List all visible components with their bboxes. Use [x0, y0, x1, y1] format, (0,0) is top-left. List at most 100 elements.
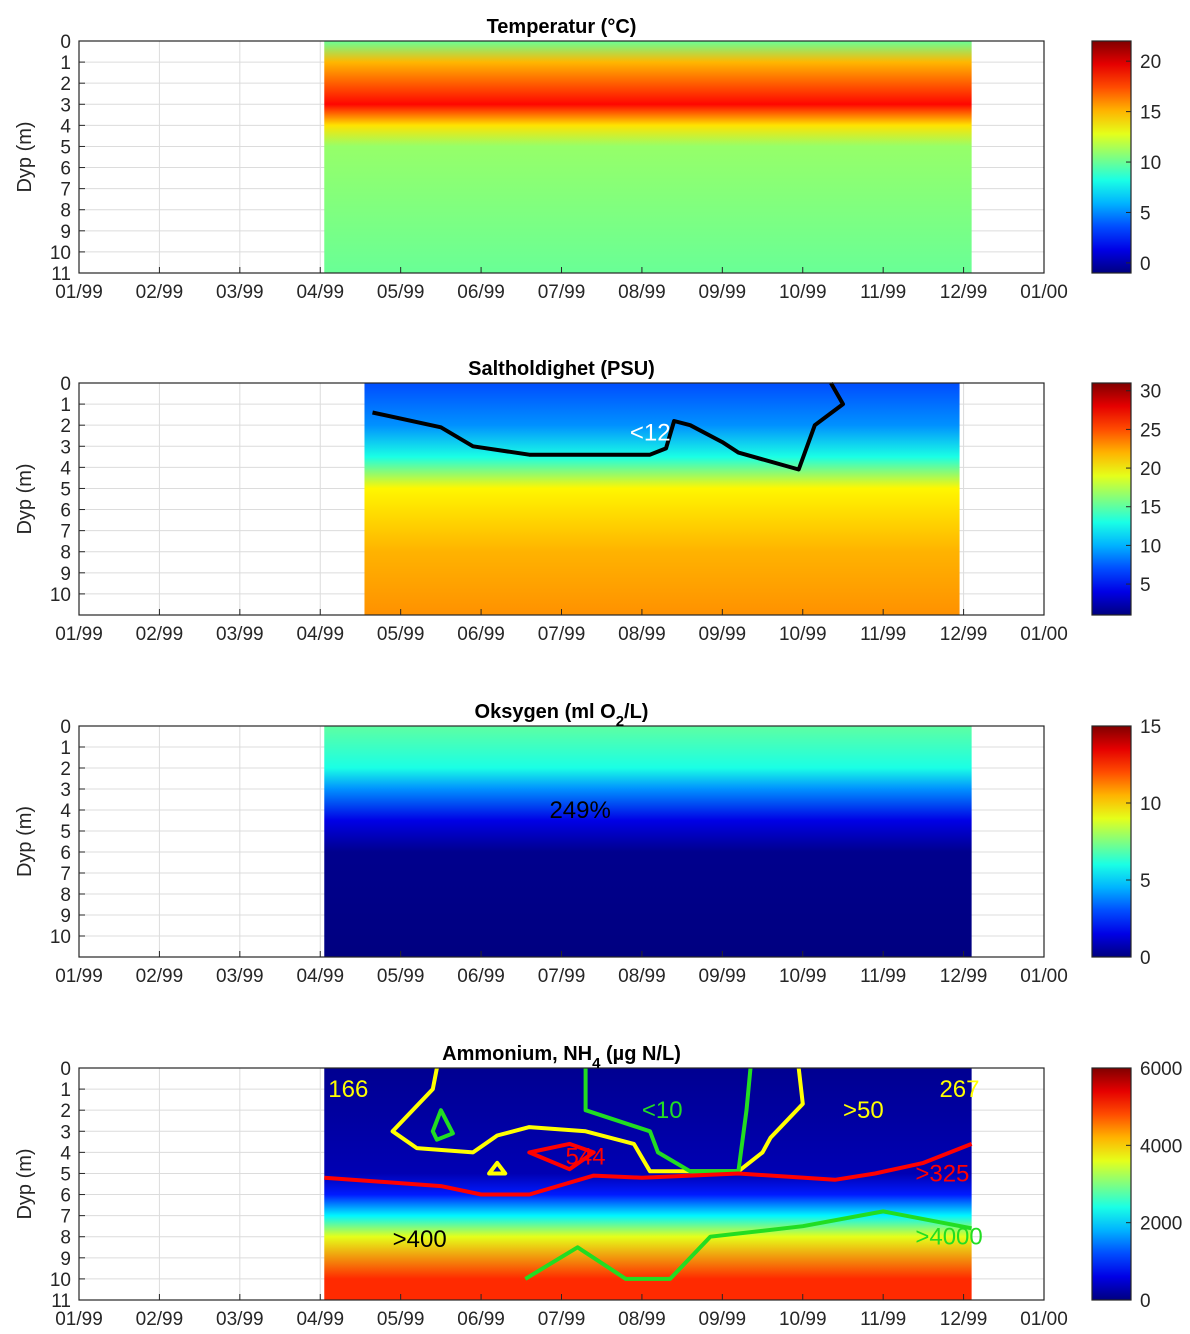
colorbar-tick-label: 6000	[1140, 1059, 1182, 1080]
annotation: <10	[642, 1097, 683, 1124]
contour-6	[524, 1209, 972, 1281]
colorbar-tick-label: 15	[1140, 717, 1161, 738]
x-tick-label: 12/99	[940, 966, 988, 987]
annotation: <12	[630, 420, 671, 447]
y-tick-label: 9	[60, 1249, 71, 1270]
data-field	[324, 726, 972, 957]
colorbar-tick-label: 2000	[1140, 1214, 1182, 1235]
y-tick-label: 9	[60, 222, 71, 243]
x-tick-label: 11/99	[860, 624, 906, 645]
colorbar-tick-label: 0	[1140, 254, 1151, 275]
contour-7	[487, 1160, 508, 1176]
x-tick-label: 04/99	[296, 1309, 344, 1330]
contour-2	[583, 1067, 753, 1174]
x-tick-label: 07/99	[538, 624, 586, 645]
x-tick-label: 03/99	[216, 966, 264, 987]
x-tick-label: 01/99	[55, 624, 103, 645]
y-tick-label: 5	[60, 479, 71, 500]
colorbar-tick-label: 0	[1140, 948, 1151, 969]
annotation: 544	[566, 1144, 606, 1171]
y-tick-label: 5	[60, 822, 71, 843]
colorbar	[1091, 1067, 1132, 1301]
x-tick-label: 04/99	[296, 282, 344, 303]
y-tick-label: 8	[60, 885, 71, 906]
title-main: Ammonium, NH	[442, 1043, 592, 1065]
y-tick-label: 6	[60, 501, 71, 522]
x-tick-label: 12/99	[940, 624, 988, 645]
data-field	[364, 383, 960, 615]
x-tick-label: 02/99	[136, 624, 184, 645]
y-axis-label: Dyp (m)	[14, 463, 36, 534]
x-tick-label: 11/99	[860, 282, 906, 303]
title-subscript: 4	[592, 1055, 601, 1072]
y-tick-label: 1	[60, 1080, 71, 1101]
colorbar	[1091, 40, 1132, 274]
x-tick-label: 09/99	[699, 1309, 747, 1330]
annotation: 166	[328, 1076, 368, 1103]
y-tick-label: 0	[60, 717, 71, 738]
y-tick-label: 6	[60, 1186, 71, 1207]
y-tick-label: 11	[51, 264, 71, 285]
x-tick-label: 08/99	[618, 966, 666, 987]
y-tick-label: 2	[60, 759, 71, 780]
panel-title: Temperatur (°C)	[487, 16, 637, 38]
y-tick-label: 0	[60, 374, 71, 395]
x-tick-label: 02/99	[136, 282, 184, 303]
title-suffix: /L)	[624, 701, 648, 723]
x-tick-label: 08/99	[618, 624, 666, 645]
y-tick-label: 5	[60, 137, 71, 158]
x-tick-label: 05/99	[377, 966, 425, 987]
title-main: Saltholdighet (PSU)	[468, 358, 655, 380]
colorbar-tick-label: 10	[1140, 536, 1161, 557]
y-tick-label: 6	[60, 843, 71, 864]
y-tick-label: 1	[60, 53, 71, 74]
y-tick-label: 8	[60, 543, 71, 564]
x-tick-label: 12/99	[940, 1309, 988, 1330]
y-tick-label: 0	[60, 32, 71, 53]
x-tick-label: 08/99	[618, 282, 666, 303]
y-tick-label: 3	[60, 780, 71, 801]
title-main: Temperatur (°C)	[487, 16, 637, 38]
colorbar-tick-label: 25	[1140, 420, 1161, 441]
x-tick-label: 04/99	[296, 966, 344, 987]
annotation: >50	[843, 1097, 884, 1124]
data-field	[324, 41, 972, 273]
x-tick-label: 05/99	[377, 1309, 425, 1330]
contour-4	[324, 1142, 973, 1197]
x-tick-label: 03/99	[216, 282, 264, 303]
y-tick-label: 10	[50, 243, 71, 264]
y-tick-label: 7	[60, 1207, 71, 1228]
x-tick-label: 05/99	[377, 282, 425, 303]
y-tick-label: 10	[50, 1270, 71, 1291]
y-tick-label: 9	[60, 906, 71, 927]
title-suffix: (µg N/L)	[600, 1043, 680, 1065]
x-tick-label: 06/99	[457, 1309, 505, 1330]
y-tick-label: 1	[60, 395, 71, 416]
x-tick-label: 09/99	[699, 624, 747, 645]
x-tick-label: 01/00	[1020, 624, 1068, 645]
x-tick-label: 02/99	[136, 1309, 184, 1330]
x-tick-label: 07/99	[538, 966, 586, 987]
y-tick-label: 10	[50, 927, 71, 948]
y-tick-label: 7	[60, 180, 71, 201]
y-tick-label: 2	[60, 416, 71, 437]
panel-3: 249% 01/99 02/99 03/99 04/99 05/99 06/99 07/99 0…	[14, 701, 1161, 987]
x-tick-label: 11/99	[860, 966, 906, 987]
x-tick-label: 01/99	[55, 282, 103, 303]
y-tick-label: 3	[60, 437, 71, 458]
y-tick-label: 4	[60, 458, 71, 479]
panel-title: Saltholdighet (PSU)	[468, 358, 655, 380]
annotation: 249%	[549, 797, 610, 824]
x-tick-label: 10/99	[779, 282, 827, 303]
x-tick-label: 05/99	[377, 624, 425, 645]
panel-title: Ammonium, NH4 (µg N/L)	[442, 1043, 681, 1072]
x-tick-label: 08/99	[618, 1309, 666, 1330]
x-tick-label: 12/99	[940, 282, 988, 303]
y-tick-label: 4	[60, 116, 71, 137]
y-axis-label: Dyp (m)	[14, 121, 36, 192]
x-tick-label: 06/99	[457, 966, 505, 987]
y-tick-label: 9	[60, 564, 71, 585]
annotation: >400	[393, 1226, 447, 1253]
